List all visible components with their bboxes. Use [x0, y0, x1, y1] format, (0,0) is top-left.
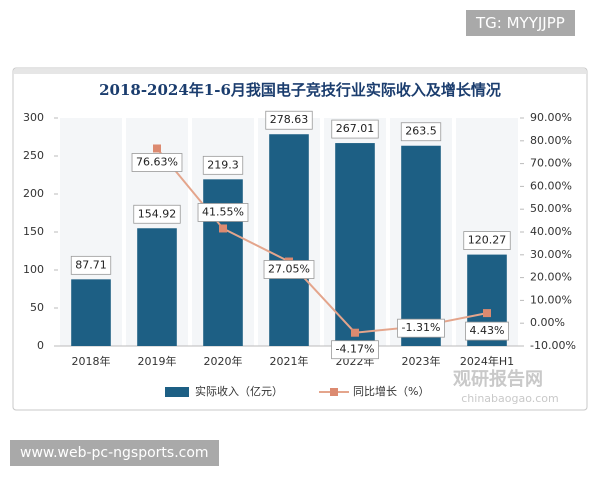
line-value-label-box [197, 203, 249, 222]
bar [335, 143, 375, 346]
x-tick-label: 2018年 [72, 354, 111, 368]
y-tick-label: 50 [30, 301, 44, 314]
card-top [14, 69, 586, 74]
line-marker [351, 328, 359, 337]
watermark-site: chinabaogao.com [461, 392, 559, 405]
line-value-label: 27.05% [268, 263, 310, 276]
bar-value-label: 219.3 [207, 158, 239, 171]
y2-tick-label: 10.00% [530, 293, 572, 306]
line-value-label-box [131, 153, 183, 172]
line-marker [153, 144, 161, 153]
y2-tick-label: 0.00% [530, 316, 565, 329]
line-marker [417, 322, 425, 331]
line-marker [483, 309, 491, 318]
x-tick-label: 2023年 [402, 354, 441, 368]
y2-tick-label: 90.00% [530, 111, 572, 124]
y2-tick-label: 30.00% [530, 248, 572, 261]
x-tick-label: 2024年H1 [460, 354, 514, 368]
y2-tick-label: 40.00% [530, 225, 572, 238]
bar-value-label-box [463, 231, 511, 250]
y2-tick-label: 50.00% [530, 202, 572, 215]
x-tick-label: 2021年 [270, 354, 309, 368]
y2-tick-label: 80.00% [530, 134, 572, 147]
bar-value-label: 154.92 [138, 207, 177, 220]
line-value-label-box [397, 318, 445, 338]
legend-label: 同比增长（%） [353, 384, 429, 398]
watermark-brand: 观研报告网 [453, 368, 543, 390]
bar-value-label: 267.01 [336, 122, 375, 135]
bar-value-label-box [70, 255, 112, 275]
bar-value-label-box [133, 204, 181, 224]
line-marker [285, 257, 293, 266]
x-tick-label: 2020年 [204, 354, 243, 368]
bar [401, 145, 441, 346]
legend-label: 实际收入（亿元） [195, 384, 283, 398]
y-tick-label: 150 [23, 225, 44, 238]
line-value-label: -1.31% [402, 321, 441, 334]
line-value-label: -4.17% [336, 343, 375, 356]
line-value-label-box [465, 321, 509, 341]
legend-swatch [165, 387, 189, 397]
bar-value-label: 263.5 [405, 125, 437, 138]
y2-tick-label: 20.00% [530, 271, 572, 284]
plot-band [126, 118, 188, 346]
line [156, 147, 488, 334]
bar-value-label-box [202, 155, 244, 175]
footer-url: www.web-pc-ngsports.com [10, 440, 219, 466]
y-tick-label: 250 [23, 149, 44, 162]
bar [71, 279, 111, 346]
bar-value-label-box [400, 122, 442, 142]
plot-band [60, 118, 122, 346]
line-value-label-box [263, 260, 315, 279]
legend-marker [330, 388, 338, 396]
plot-band [324, 118, 386, 346]
y2-tick-label: 70.00% [530, 157, 572, 170]
line-value-label: 41.55% [202, 205, 244, 218]
plot-band [192, 118, 254, 346]
bar [467, 254, 507, 346]
y-tick-label: 0 [37, 339, 44, 352]
plot-band [456, 118, 518, 346]
y-tick-label: 100 [23, 263, 44, 276]
y-tick-label: 300 [23, 111, 44, 124]
bar [137, 228, 177, 346]
y2-tick-label: 60.00% [530, 179, 572, 192]
bar-value-label: 120.27 [468, 234, 507, 247]
plot-band [258, 118, 320, 346]
line-marker [219, 224, 227, 233]
line-value-label: 4.43% [470, 324, 505, 337]
bar-value-label: 87.71 [75, 258, 107, 271]
line-value-label-box [331, 340, 379, 360]
bar-value-label: 278.63 [270, 113, 309, 126]
x-tick-label: 2019年 [138, 354, 177, 368]
bar-value-label-box [331, 119, 379, 139]
card-border [12, 67, 588, 411]
tag: TG: MYYJJPP [466, 10, 575, 36]
bar-value-label-box [265, 110, 313, 130]
bar [269, 134, 309, 346]
plot-band [390, 118, 452, 346]
x-tick-label: 2022年 [336, 354, 375, 368]
y2-tick-label: -10.00% [530, 339, 576, 352]
y-tick-label: 200 [23, 187, 44, 200]
bar [203, 179, 243, 346]
line-value-label: 76.63% [136, 155, 178, 168]
chart-title: 2018-2024年1-6月我国电子竞技行业实际收入及增长情况 [99, 81, 501, 99]
